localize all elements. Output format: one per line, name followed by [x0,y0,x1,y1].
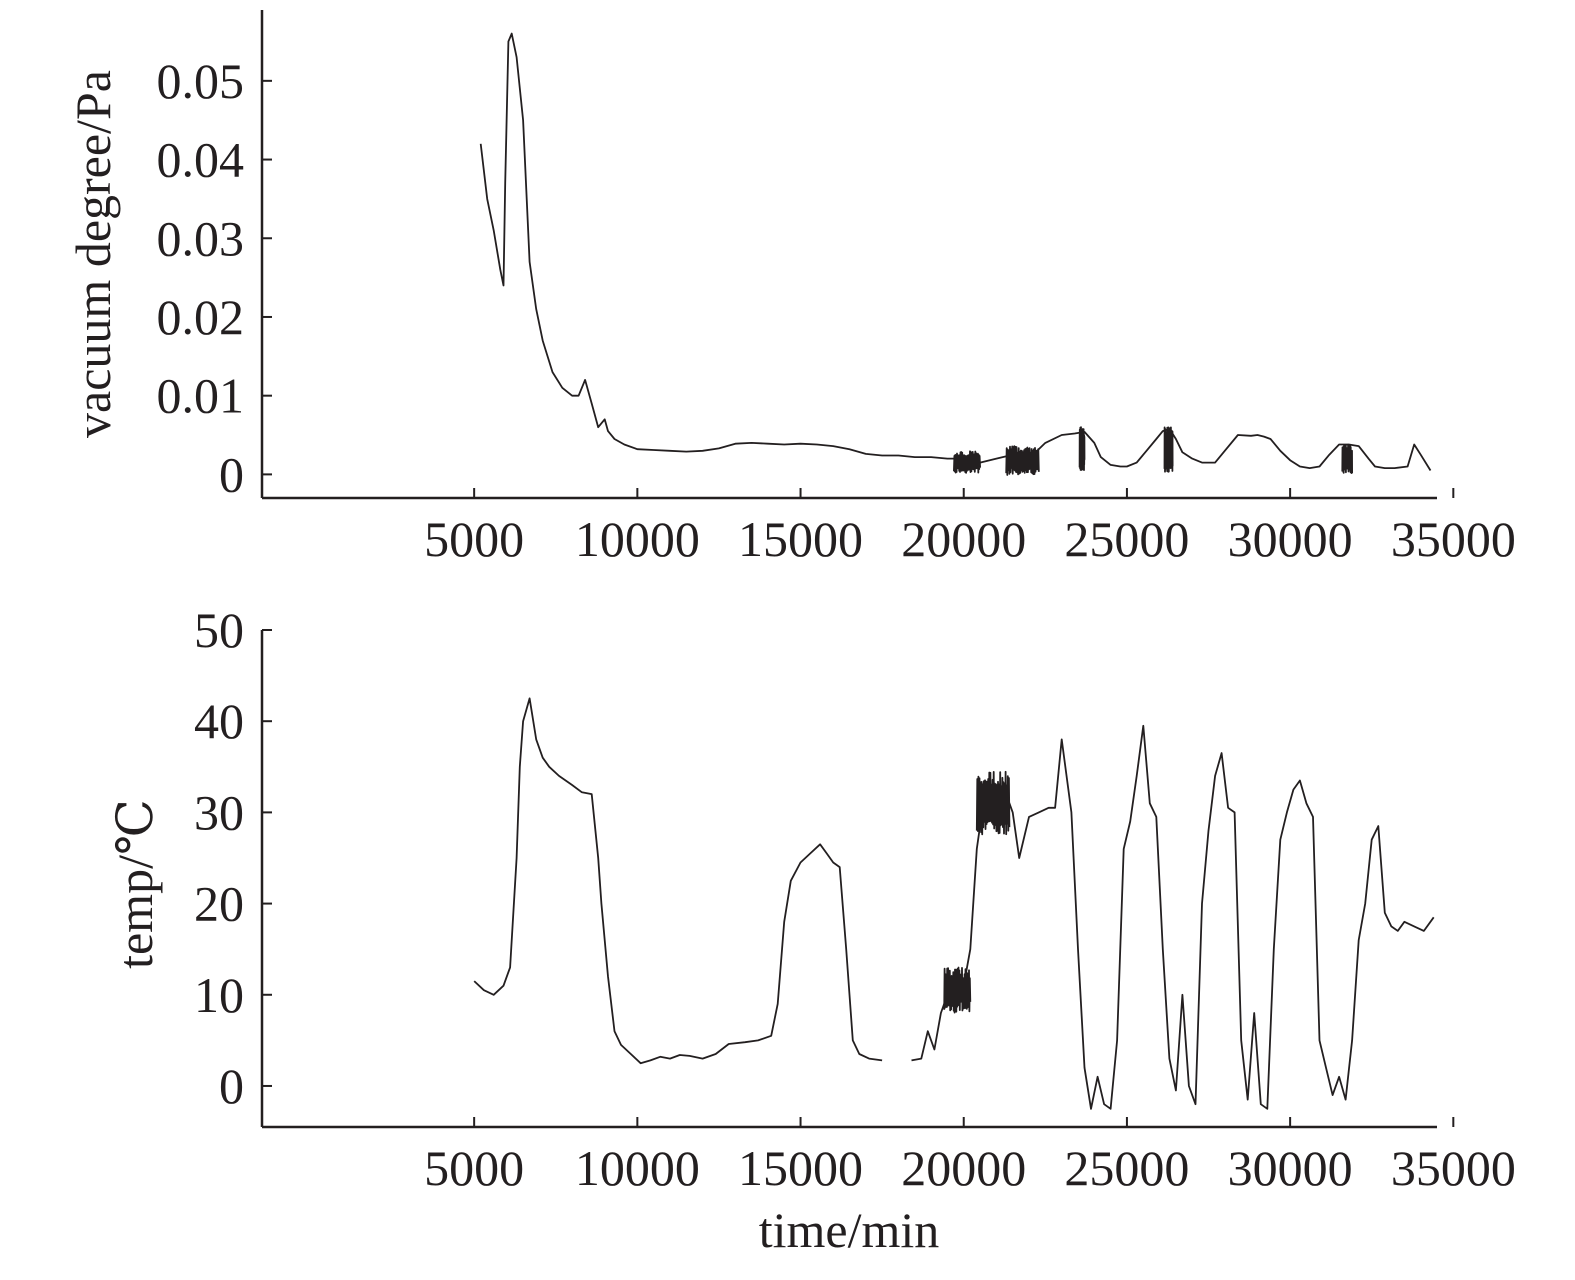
temp-x-axis-label: time/min [759,1202,940,1258]
temp-y-tick-label: 10 [194,967,244,1023]
vacuum-series-line [479,32,1432,471]
temp-y-tick-label: 20 [194,876,244,932]
vacuum-y-tick-label: 0.01 [157,368,245,424]
vacuum-x-tick-label: 20000 [901,511,1026,567]
temp-series-noise [975,770,1011,836]
vacuum-x-tick-label: 10000 [575,511,700,567]
temp-x-tick-label: 10000 [575,1140,700,1196]
temp-series-line [473,697,883,1065]
vacuum-chart: 0 0.01 0.02 0.03 0.04 0.05 5000 10000 15000 2000… [65,10,1516,567]
temp-x-tick-label: 35000 [1391,1140,1516,1196]
vacuum-y-tick-label: 0.04 [157,132,245,188]
vacuum-y-tick-label: 0 [219,446,244,502]
temp-y-tick-label: 50 [194,602,244,658]
vacuum-y-axis-label: vacuum degree/Pa [65,70,121,438]
vacuum-x-ticks: 5000 10000 15000 20000 25000 30000 35000 [424,488,1516,567]
vacuum-y-ticks: 0 0.01 0.02 0.03 0.04 0.05 [157,53,272,502]
vacuum-series-noise [1078,426,1086,472]
temp-x-tick-label: 5000 [424,1140,524,1196]
temp-y-axis-label: temp/℃ [107,799,163,969]
temperature-chart: 0 10 20 30 40 50 5000 10000 15000 20000 25000 3000… [107,602,1516,1258]
temp-y-tick-label: 30 [194,784,244,840]
temp-y-ticks: 0 10 20 30 40 50 [194,602,272,1114]
vacuum-series-noise [953,450,981,474]
vacuum-y-tick-label: 0.02 [157,289,245,345]
vacuum-x-tick-label: 15000 [738,511,863,567]
vacuum-series-noise [1005,445,1040,476]
temp-x-tick-label: 30000 [1228,1140,1353,1196]
vacuum-x-tick-label: 5000 [424,511,524,567]
temp-x-tick-label: 25000 [1064,1140,1189,1196]
vacuum-y-tick-label: 0.05 [157,53,245,109]
vacuum-x-tick-label: 35000 [1391,511,1516,567]
temp-y-tick-label: 0 [219,1058,244,1114]
temp-x-ticks: 5000 10000 15000 20000 25000 30000 35000 [424,1117,1516,1196]
temp-series-noise [943,966,972,1014]
temp-x-tick-label: 20000 [901,1140,1026,1196]
vacuum-x-tick-label: 25000 [1064,511,1189,567]
vacuum-series-noise [1341,443,1353,475]
temp-x-tick-label: 15000 [738,1140,863,1196]
vacuum-y-tick-label: 0.03 [157,210,245,266]
temp-y-tick-label: 40 [194,693,244,749]
temp-series [473,697,1435,1110]
vacuum-x-tick-label: 30000 [1228,511,1353,567]
vacuum-series [479,32,1432,476]
vacuum-series-noise [1163,426,1174,473]
